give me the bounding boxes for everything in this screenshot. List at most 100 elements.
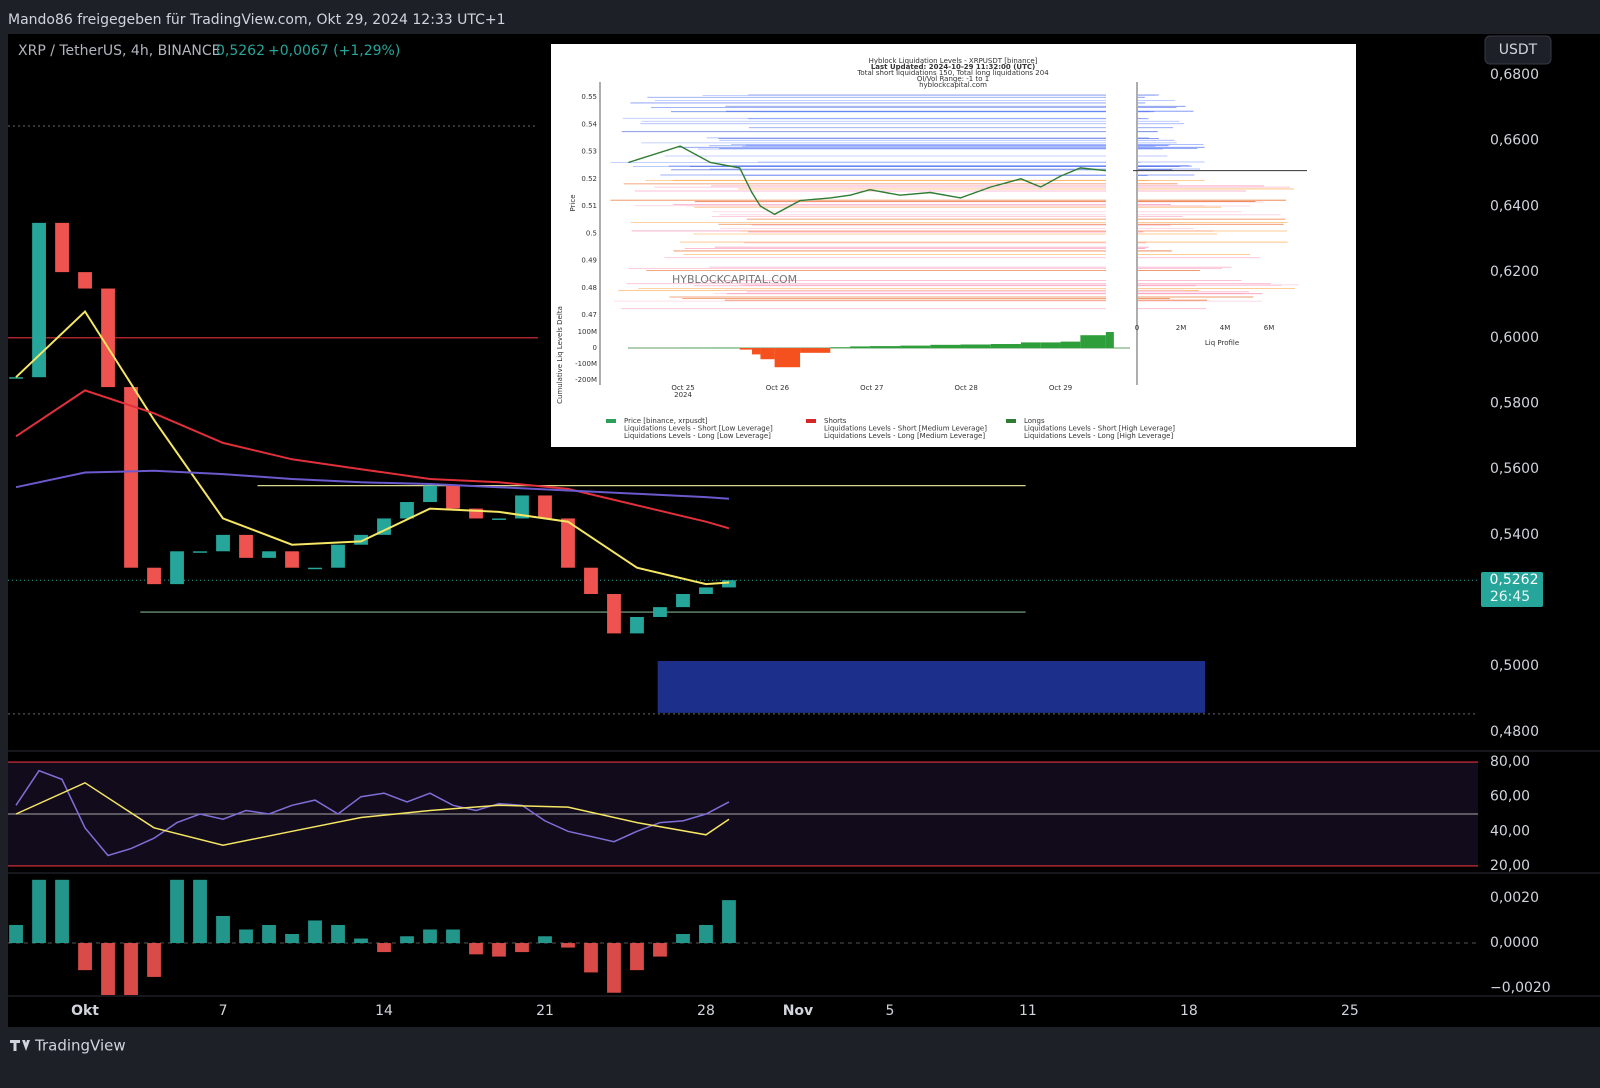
y-tick-label: 0,6800 [1490, 67, 1539, 83]
inset-delta-tick: -100M [575, 360, 597, 368]
candle [676, 593, 690, 608]
delta-bar [990, 344, 1021, 349]
inset-title: hyblockcapital.com [919, 81, 987, 89]
y-tick-label: 0,5600 [1490, 461, 1539, 477]
legend-label: Liquidations Levels - Short [Low Leverag… [624, 425, 773, 433]
inset-profile-tick: 0 [1135, 324, 1139, 332]
macd-bar [124, 943, 138, 995]
y-tick-label: 0,6200 [1490, 264, 1539, 280]
macd-bar [78, 943, 92, 971]
x-tick-label: 18 [1180, 1003, 1198, 1019]
inset-x-tick: Oct 26 [766, 384, 790, 392]
symbol[interactable]: XRP / TetherUS, 4h, BINANCE [18, 43, 221, 59]
price-pane [8, 125, 1478, 715]
candle [630, 616, 644, 634]
macd-bar [377, 943, 391, 953]
inset-y-tick: 0.55 [581, 93, 597, 101]
moving-average [15, 469, 730, 500]
candle [400, 502, 414, 519]
inset-y-tick: 0.52 [581, 175, 597, 183]
delta-bar [930, 344, 961, 349]
rsi-ma-line [15, 781, 730, 846]
price-change: +0,0067 (+1,29%) [268, 43, 400, 59]
price-tag-value: 0,5262 [1490, 572, 1539, 588]
macd-bar [653, 943, 667, 957]
x-tick-label: 25 [1341, 1003, 1359, 1019]
legend-label: Liquidations Levels - Long [High Leverag… [1024, 432, 1173, 440]
candle [170, 551, 184, 585]
x-tick-label: 14 [375, 1003, 393, 1019]
inset-x-tick: Oct 25 [671, 384, 694, 392]
currency-label[interactable]: USDT [1499, 42, 1538, 58]
macd-bar [55, 879, 69, 944]
x-tick-label: 21 [536, 1003, 554, 1019]
delta-bar [760, 348, 775, 360]
rsi-tick-label: 60,00 [1490, 789, 1530, 805]
inset-profile-label: Liq Profile [1205, 339, 1239, 347]
macd-bar [147, 943, 161, 977]
macd-bar [722, 900, 736, 944]
macd-bar [239, 929, 253, 944]
macd-bar [538, 936, 552, 944]
macd-bar [285, 934, 299, 944]
inset-x-tick: Oct 29 [1049, 384, 1072, 392]
inset-y-tick: 0.49 [581, 257, 597, 265]
candle [377, 518, 391, 535]
x-tick-label: 7 [219, 1003, 228, 1019]
candle [492, 518, 506, 520]
macd-pane [8, 879, 1478, 995]
candle [561, 518, 575, 568]
candle [101, 288, 115, 388]
delta-bar [800, 348, 831, 353]
inset-year: 2024 [674, 391, 692, 399]
y-tick-label: 0,5800 [1490, 395, 1539, 411]
macd-bar [331, 924, 345, 944]
candle [331, 544, 345, 568]
currency-button[interactable] [1484, 35, 1552, 65]
axes: 0,6800 0,6600 0,6400 0,6200 0,6000 0,5800 0,56… [71, 67, 1551, 1019]
delta-bar [1060, 341, 1081, 349]
moving-average [15, 309, 730, 586]
delta-bar [1080, 335, 1106, 349]
macd-bar [354, 938, 368, 944]
liquidation-inset: Hyblock Liquidation Levels - XRPUSDT [bi… [551, 44, 1356, 447]
candle [32, 222, 46, 378]
macd-bar [676, 934, 690, 944]
y-tick-label: 0,6000 [1490, 330, 1539, 346]
legend-label: Liquidations Levels - Long [Medium Lever… [824, 432, 985, 440]
inset-title: Total short liquidations 150, Total long… [856, 69, 1049, 77]
y-tick-label: 0,5000 [1490, 658, 1539, 674]
macd-bar [9, 924, 23, 944]
macd-bar [170, 879, 184, 944]
inset-y-tick: 0.53 [581, 148, 597, 156]
rsi-tick-label: 20,00 [1490, 858, 1530, 874]
candle [515, 495, 529, 519]
legend-swatch [606, 419, 616, 423]
macd-bar [630, 943, 644, 971]
candle [538, 495, 552, 519]
candle [584, 567, 598, 594]
y-tick-label: 0,6400 [1490, 198, 1539, 214]
candle [78, 272, 92, 289]
candle [124, 387, 138, 568]
legend-label: Price [binance, xrpusdt] [624, 417, 708, 425]
delta-bar [869, 346, 901, 349]
candle [722, 580, 736, 588]
legend-label: Longs [1024, 417, 1045, 425]
moving-average [15, 389, 730, 530]
inset-delta-tick: -200M [575, 376, 597, 384]
delta-bar [751, 348, 761, 355]
macd-bar [101, 943, 115, 995]
macd-bar [308, 920, 322, 944]
legend-label: Liquidations Levels - Long [Low Leverage… [624, 432, 771, 440]
inset-delta-tick: 0 [593, 344, 597, 352]
candle [699, 587, 713, 594]
share-text: Mando86 freigegeben für TradingView.com,… [8, 12, 506, 28]
macd-bar [262, 924, 276, 944]
macd-bar [561, 943, 575, 948]
macd-bar [515, 943, 529, 953]
y-tick-label: 0,4800 [1490, 724, 1539, 740]
legend-label: Liquidations Levels - Short [High Levera… [1024, 425, 1175, 433]
macd-tick-label: 0,0020 [1490, 890, 1539, 906]
